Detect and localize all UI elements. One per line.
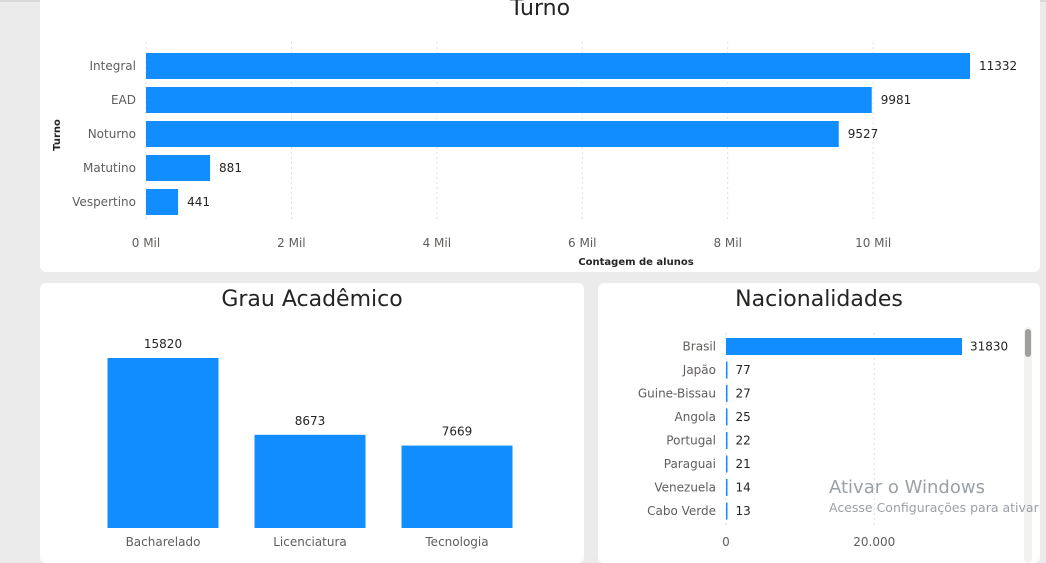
nacionalidades-chart-card[interactable]: Nacionalidades 0 20.000 Brasil 31830 Japão 77… xyxy=(598,283,1040,563)
turno-x-tick-label: 0 Mil xyxy=(132,236,160,250)
turno-x-tick-label: 6 Mil xyxy=(568,236,596,250)
nacionalidades-scrollbar[interactable] xyxy=(1024,327,1032,563)
turno-bar xyxy=(146,121,839,147)
nacionalidades-data-label: 27 xyxy=(736,387,751,401)
turno-category-label: Integral xyxy=(90,59,136,73)
turno-category-label: Vespertino xyxy=(72,195,136,209)
grau-academico-category-label: Tecnologia xyxy=(424,535,488,549)
nacionalidades-bar xyxy=(726,361,728,379)
grau-academico-category-label: Bacharelado xyxy=(126,535,201,549)
nacionalidades-bar xyxy=(726,455,728,473)
grau-academico-data-label: 8673 xyxy=(295,414,326,428)
nacionalidades-data-label: 13 xyxy=(736,504,751,518)
turno-x-tick-label: 8 Mil xyxy=(713,236,741,250)
grau-academico-category-label: Licenciatura xyxy=(273,535,347,549)
turno-bar xyxy=(146,87,872,113)
turno-x-tick-label: 4 Mil xyxy=(423,236,451,250)
grau-academico-chart-title: Grau Acadêmico xyxy=(221,287,403,312)
turno-category-label: Noturno xyxy=(88,127,136,141)
turno-x-tick-label: 2 Mil xyxy=(277,236,305,250)
windows-activation-watermark: Ativar o Windows Acesse Configurações pa… xyxy=(829,477,1039,515)
nacionalidades-category-label: Japão xyxy=(682,363,716,377)
turno-bar-chart[interactable]: 0 Mil 2 Mil 4 Mil 6 Mil 8 Mil 10 Mil Integral 1… xyxy=(40,0,1040,272)
nacionalidades-x-tick-label: 0 xyxy=(722,535,730,549)
turno-category-label: EAD xyxy=(111,93,136,107)
nacionalidades-category-label: Guine-Bissau xyxy=(638,387,716,401)
nacionalidades-bar xyxy=(726,479,728,496)
nacionalidades-data-label: 22 xyxy=(736,434,751,448)
nacionalidades-category-label: Cabo Verde xyxy=(647,504,716,518)
nacionalidades-data-label: 77 xyxy=(736,363,751,377)
grau-academico-bar xyxy=(254,434,366,528)
nacionalidades-x-tick-label: 20.000 xyxy=(853,535,895,549)
grau-academico-bar xyxy=(401,445,513,528)
nacionalidades-data-label: 14 xyxy=(736,481,751,495)
nacionalidades-category-label: Portugal xyxy=(666,434,716,448)
turno-y-axis-title: Turno xyxy=(52,119,63,151)
nacionalidades-data-label: 31830 xyxy=(970,340,1008,354)
grau-academico-bar xyxy=(107,358,219,528)
nacionalidades-data-label: 21 xyxy=(736,457,751,471)
turno-bar xyxy=(146,155,211,181)
turno-data-label: 9981 xyxy=(881,93,912,107)
turno-bar xyxy=(146,189,179,215)
nacionalidades-category-label: Angola xyxy=(675,410,716,424)
turno-data-label: 441 xyxy=(187,195,210,209)
turno-data-label: 881 xyxy=(219,161,242,175)
nacionalidades-bar xyxy=(726,385,728,402)
nacionalidades-category-label: Venezuela xyxy=(654,481,716,495)
turno-chart-card[interactable]: Turno 0 Mil 2 Mil 4 Mil 6 Mil 8 Mil 10 Mil Int… xyxy=(40,0,1040,272)
nacionalidades-bar xyxy=(726,408,728,426)
turno-data-label: 9527 xyxy=(848,127,879,141)
nacionalidades-category-label: Paraguai xyxy=(664,457,716,471)
turno-x-tick-label: 10 Mil xyxy=(855,236,891,250)
grau-academico-data-label: 7669 xyxy=(442,425,473,439)
nacionalidades-bar xyxy=(726,502,728,520)
turno-data-label: 11332 xyxy=(979,59,1017,73)
turno-x-axis-title: Contagem de alunos xyxy=(578,257,693,268)
nacionalidades-bar xyxy=(726,432,728,449)
nacionalidades-data-label: 25 xyxy=(736,410,751,424)
nacionalidades-bar-chart[interactable]: 0 20.000 Brasil 31830 Japão 77 Guine-Bissau 27 A… xyxy=(598,283,1040,563)
turno-bar xyxy=(146,53,970,79)
nacionalidades-chart-title: Nacionalidades xyxy=(735,287,903,312)
nacionalidades-bar xyxy=(726,338,962,355)
watermark-line1: Ativar o Windows xyxy=(829,477,985,498)
grau-academico-bar-chart[interactable]: 15820 Bacharelado 8673 Licenciatura 7669 Tecn… xyxy=(40,283,584,563)
nacionalidades-scrollbar-thumb[interactable] xyxy=(1025,329,1031,357)
grau-academico-data-label: 15820 xyxy=(144,337,182,351)
turno-category-label: Matutino xyxy=(83,161,136,175)
watermark-line2: Acesse Configurações para ativar xyxy=(829,500,1039,515)
nacionalidades-category-label: Brasil xyxy=(683,340,716,354)
grau-academico-chart-card[interactable]: Grau Acadêmico 15820 Bacharelado 8673 Licen… xyxy=(40,283,584,563)
turno-chart-title: Turno xyxy=(509,0,571,21)
